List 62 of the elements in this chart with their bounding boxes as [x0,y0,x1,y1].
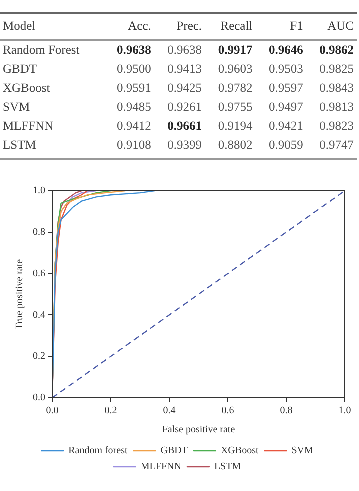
category-label: Random Forest [2,42,81,59]
y-axis-title: True positive rate [14,258,26,330]
data-label: 0.9917 [217,42,254,59]
data-label: 0.9399 [166,137,204,154]
y-tick-label: 0.0 [33,392,46,404]
data-label: 0.9500 [116,61,152,78]
text: Recall [220,18,254,35]
data-label: 0.9862 [318,42,355,59]
category-label: XGBoost [2,80,52,97]
data-label: 0.9194 [217,118,254,135]
x-tick-label: 1.0 [338,406,352,417]
data-label: 0.9755 [217,99,254,116]
data-label: 0.9059 [268,137,304,154]
data-label: 0.9638 [166,42,204,59]
text: Acc. [127,18,152,35]
data-label: 0.9646 [268,42,304,59]
y-tick-label: 0.4 [33,310,46,321]
y-tick-label: 0.6 [33,268,46,280]
legend-label: Random forest [68,446,128,457]
data-label: 0.9843 [318,80,355,97]
category-label: MLFFNN [2,118,55,135]
data-label: 0.9747 [318,137,355,154]
data-label: 0.9425 [166,80,204,97]
legend-label: GBDT [160,446,188,457]
text: Prec. [176,18,204,35]
data-label: 0.9782 [217,80,254,97]
x-tick-label: 0.2 [104,406,118,417]
category-label: GBDT [2,61,38,78]
y-tick-label: 0.8 [33,227,46,238]
x-tick-label: 0.8 [280,406,293,417]
data-label: 0.9421 [268,118,304,135]
data-label: 0.9603 [217,61,254,78]
data-label: 0.9597 [268,80,304,97]
x-tick-label: 0.4 [163,406,176,417]
y-tick-label: 1.0 [33,186,46,197]
data-label: 0.9825 [318,61,355,78]
data-label: 0.9591 [116,80,152,97]
legend-label: SVM [292,446,314,457]
x-axis-title: False positive rate [162,424,236,436]
data-label: 0.9823 [318,118,355,135]
legend-label: LSTM [214,462,242,473]
data-label: 0.9497 [268,99,304,116]
category-label: LSTM [2,137,38,154]
data-label: 0.9108 [116,137,152,154]
legend-label: XGBoost [220,446,259,457]
data-label: 0.9261 [166,99,204,116]
text: AUC [326,18,355,35]
y-tick-label: 0.2 [33,351,46,362]
category-label: SVM [2,99,32,116]
x-tick-label: 0.6 [222,406,234,417]
data-label: 0.9485 [116,99,152,116]
data-label: 0.9638 [116,42,152,59]
text: F1 [289,18,304,35]
data-label: 0.9661 [166,118,204,135]
data-label: 0.9412 [116,118,152,135]
data-label: 0.9413 [166,61,204,78]
text: Model [2,18,37,35]
data-label: 0.8802 [217,137,254,154]
data-label: 0.9813 [318,99,355,116]
x-tick-label: 0.0 [46,406,59,417]
data-label: 0.9503 [268,61,304,78]
legend-label: MLFFNN [140,462,182,473]
